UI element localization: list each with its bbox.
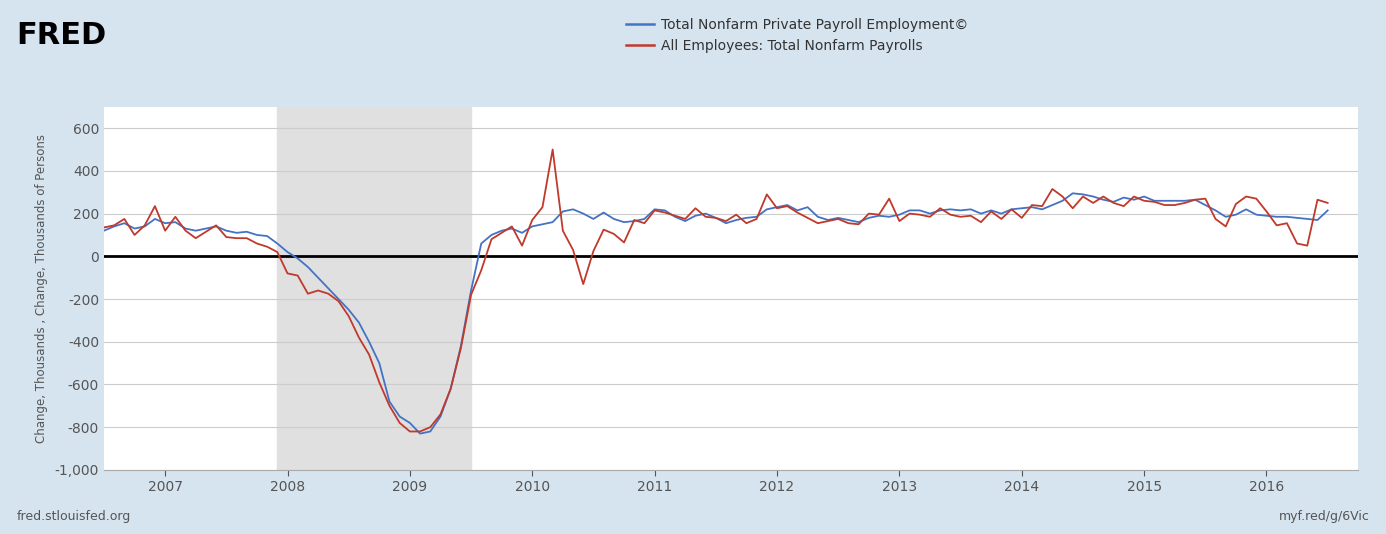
Bar [277, 107, 471, 470]
Legend: Total Nonfarm Private Payroll Employment©, All Employees: Total Nonfarm Payrolls: Total Nonfarm Private Payroll Employment… [621, 12, 973, 58]
Text: FRED: FRED [17, 21, 107, 50]
Y-axis label: Change, Thousands , Change, Thousands of Persons: Change, Thousands , Change, Thousands of… [35, 134, 47, 443]
Text: myf.red/g/6Vic: myf.red/g/6Vic [1278, 511, 1369, 523]
Text: fred.stlouisfed.org: fred.stlouisfed.org [17, 511, 130, 523]
